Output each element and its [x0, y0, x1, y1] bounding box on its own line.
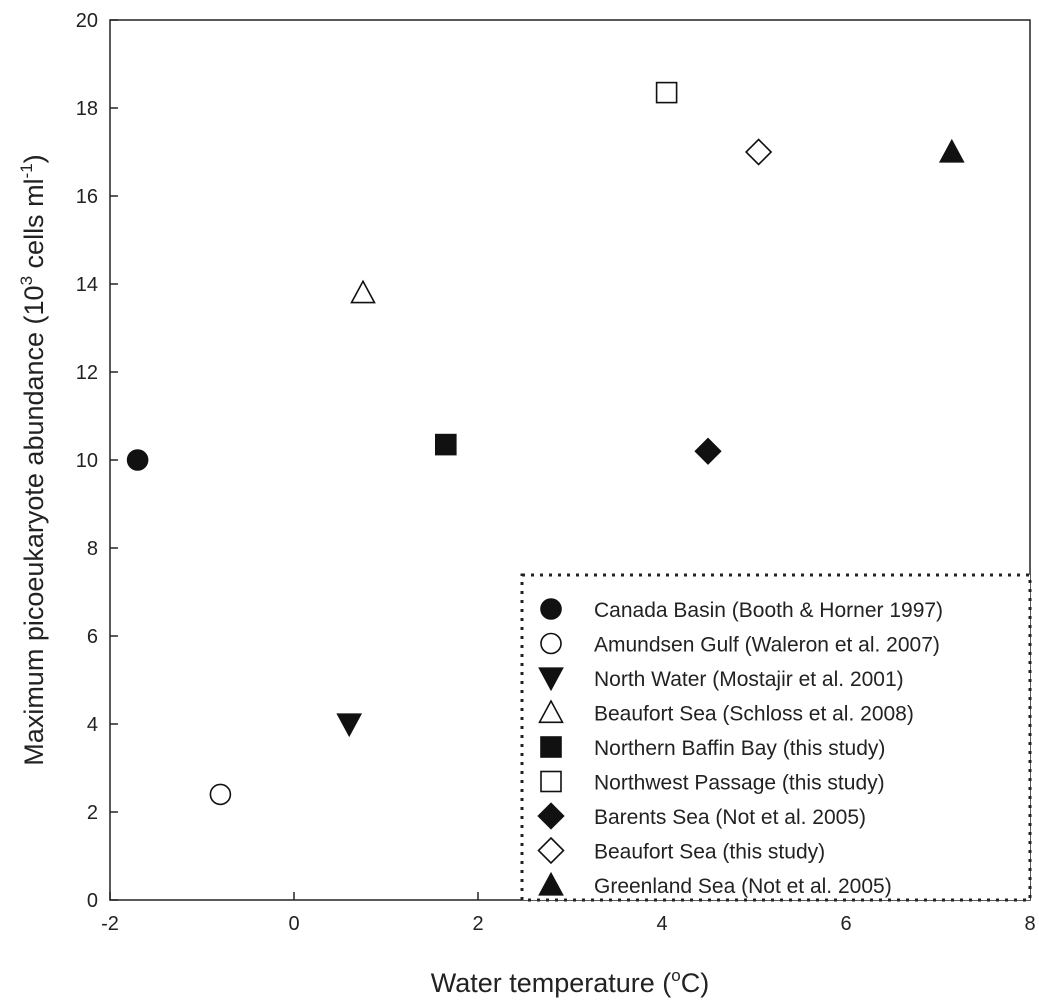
- legend-marker: [540, 632, 562, 655]
- data-point: [350, 279, 376, 304]
- y-tick-label: 14: [76, 274, 98, 296]
- data-point: [209, 783, 232, 806]
- legend-marker: [538, 699, 564, 724]
- legend-marker: [538, 871, 564, 896]
- data-point: [336, 713, 363, 738]
- x-tick-label: -2: [101, 913, 119, 935]
- x-tick-label: 0: [288, 913, 299, 935]
- x-axis-label: Water temperature (oC): [431, 966, 710, 998]
- legend-label: Northwest Passage (this study): [594, 772, 885, 795]
- y-tick-label: 0: [87, 890, 98, 912]
- y-tick-label: 16: [76, 186, 98, 208]
- data-point: [655, 81, 678, 104]
- y-tick-label: 12: [76, 362, 98, 384]
- data-point: [126, 449, 149, 471]
- legend-marker: [540, 598, 562, 620]
- y-axis: 0 2 4 6 8 10 12 14 16 18 20: [76, 10, 118, 912]
- legend-label: Amundsen Gulf (Waleron et al. 2007): [594, 634, 940, 657]
- y-tick-label: 10: [76, 450, 98, 472]
- x-tick-label: 8: [1024, 913, 1035, 935]
- legend-marker: [540, 736, 562, 758]
- x-tick-label: 4: [656, 913, 667, 935]
- legend: Canada Basin (Booth & Horner 1997) Amunds…: [520, 573, 1032, 902]
- legend-marker: [538, 667, 564, 692]
- data-point: [744, 138, 773, 166]
- legend-marker: [537, 802, 565, 830]
- data-point: [938, 138, 965, 163]
- y-tick-label: 6: [87, 626, 98, 648]
- x-axis: -2 0 2 4 6 8: [101, 892, 1036, 935]
- x-tick-label: 6: [840, 913, 851, 935]
- legend-marker: [540, 770, 562, 793]
- legend-label: Canada Basin (Booth & Horner 1997): [594, 599, 943, 622]
- legend-label: Beaufort Sea (Schloss et al. 2008): [594, 703, 914, 726]
- legend-label: North Water (Mostajir et al. 2001): [594, 668, 904, 691]
- y-tick-label: 2: [87, 802, 98, 824]
- legend-box: [520, 573, 1032, 902]
- legend-label: Greenland Sea (Not et al. 2005): [594, 875, 892, 898]
- legend-marker: [537, 836, 565, 865]
- data-points: [126, 81, 965, 806]
- legend-label: Barents Sea (Not et al. 2005): [594, 806, 866, 829]
- y-tick-label: 18: [76, 98, 98, 120]
- y-tick-label: 20: [76, 10, 98, 32]
- y-tick-label: 8: [87, 538, 98, 560]
- x-tick-label: 2: [472, 913, 483, 935]
- y-tick-label: 4: [87, 714, 98, 736]
- data-point: [694, 437, 722, 465]
- legend-label: Beaufort Sea (this study): [594, 841, 825, 864]
- legend-label: Northern Baffin Bay (this study): [594, 737, 885, 760]
- data-point: [434, 433, 457, 456]
- y-axis-label: Maximum picoeukaryote abundance (103 cel…: [17, 154, 49, 765]
